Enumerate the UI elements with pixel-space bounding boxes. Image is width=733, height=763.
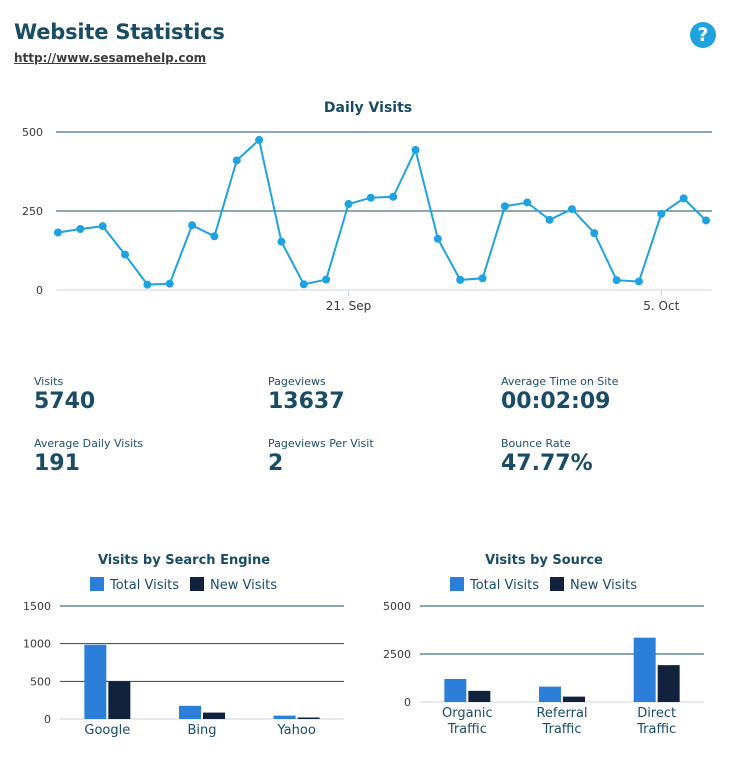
chart-title: Daily Visits xyxy=(324,100,412,116)
x-tick-label: 5. Oct xyxy=(643,299,679,313)
bar xyxy=(563,696,585,702)
legend-swatch xyxy=(550,577,564,591)
stat-avg-daily-value: 191 xyxy=(34,451,80,476)
data-point xyxy=(54,228,62,237)
bar xyxy=(657,665,680,702)
x-category-label: Google xyxy=(84,723,130,738)
data-point xyxy=(634,277,643,286)
bar xyxy=(179,705,201,719)
data-point xyxy=(143,280,152,289)
data-point xyxy=(657,209,666,218)
stat-pageviews: Pageviews 13637 xyxy=(268,375,345,414)
data-point xyxy=(344,200,353,209)
legend-label: New Visits xyxy=(570,578,637,593)
data-point xyxy=(188,221,197,230)
x-category-label: Yahoo xyxy=(277,723,316,738)
data-point xyxy=(299,280,308,289)
stat-pageviews-per-visit: Pageviews Per Visit 2 xyxy=(268,437,374,476)
stat-bounce-value: 47.77% xyxy=(501,451,593,476)
y-tick-label: 5000 xyxy=(383,600,411,613)
data-point xyxy=(76,225,85,234)
data-point xyxy=(567,205,576,214)
stat-avg-time-label: Average Time on Site xyxy=(501,375,619,388)
page-title: Website Statistics xyxy=(14,20,225,44)
x-tick-label: 21. Sep xyxy=(326,299,372,313)
help-icon[interactable]: ? xyxy=(690,22,716,48)
bar xyxy=(444,678,467,702)
stat-pageviews-value: 13637 xyxy=(268,389,345,414)
x-category-label: Traffic xyxy=(636,722,676,737)
data-point xyxy=(210,232,219,241)
bar xyxy=(108,681,131,719)
x-category-label: Referral xyxy=(536,706,587,721)
data-point xyxy=(121,250,130,259)
stat-pageviews-label: Pageviews xyxy=(268,375,326,388)
data-point xyxy=(545,215,554,224)
data-point xyxy=(366,193,375,202)
y-tick-label: 250 xyxy=(22,205,43,218)
bar xyxy=(273,715,296,719)
y-tick-label: 1000 xyxy=(23,638,51,651)
y-tick-label: 0 xyxy=(404,696,411,709)
data-point xyxy=(277,237,286,246)
data-point xyxy=(500,202,509,211)
bar xyxy=(468,690,491,702)
y-tick-label: 500 xyxy=(22,126,43,139)
data-point xyxy=(523,198,532,207)
stat-avg-time-value: 00:02:09 xyxy=(501,389,611,414)
data-point xyxy=(679,194,688,203)
bar xyxy=(203,712,225,719)
daily-visits-chart: Daily Visits 0 250 500 21. Sep 5. Oct xyxy=(22,100,712,313)
bar xyxy=(633,637,656,702)
x-category-label: Bing xyxy=(187,723,216,738)
data-point xyxy=(389,192,398,201)
stat-avg-time: Average Time on Site 00:02:09 xyxy=(501,375,618,414)
stat-visits-value: 5740 xyxy=(34,389,96,414)
stat-avg-daily-label: Average Daily Visits xyxy=(34,437,144,450)
legend-label: New Visits xyxy=(210,578,277,593)
x-category-label: Organic xyxy=(442,706,493,721)
chart-title: Visits by Search Engine xyxy=(98,553,270,568)
stat-ppv-value: 2 xyxy=(268,451,284,476)
y-tick-label: 500 xyxy=(30,675,51,688)
y-tick-label: 2500 xyxy=(383,648,411,661)
legend-swatch xyxy=(190,577,204,591)
x-category-label: Traffic xyxy=(541,722,581,737)
stat-ppv-label: Pageviews Per Visit xyxy=(268,437,374,450)
bar xyxy=(84,644,107,719)
data-point xyxy=(702,216,710,225)
x-category-label: Traffic xyxy=(447,722,487,737)
data-point xyxy=(255,135,264,144)
y-tick-label: 1500 xyxy=(23,600,51,613)
bar xyxy=(297,717,320,719)
y-tick-label: 0 xyxy=(36,284,43,297)
legend-swatch xyxy=(90,577,104,591)
legend-swatch xyxy=(450,577,464,591)
stat-avg-daily: Average Daily Visits 191 xyxy=(34,437,143,476)
legend-label: Total Visits xyxy=(109,578,179,593)
chart-title: Visits by Source xyxy=(485,553,603,568)
data-point xyxy=(456,275,465,284)
data-point xyxy=(612,276,621,285)
data-point xyxy=(433,234,442,243)
search-engine-chart: Visits by Search Engine Total Visits New V… xyxy=(23,553,344,738)
stat-visits-label: Visits xyxy=(34,375,64,388)
data-point xyxy=(98,222,107,231)
stat-visits: Visits 5740 xyxy=(34,375,95,414)
legend-label: Total Visits xyxy=(469,578,539,593)
data-point xyxy=(322,275,331,284)
data-point xyxy=(478,274,487,283)
data-point xyxy=(232,156,241,165)
data-point xyxy=(411,146,420,155)
bar xyxy=(539,686,561,702)
site-url-link[interactable]: http://www.sesamehelp.com xyxy=(14,51,207,65)
data-point xyxy=(165,279,174,288)
stat-bounce-label: Bounce Rate xyxy=(501,437,571,450)
x-category-label: Direct xyxy=(637,706,676,721)
y-tick-label: 0 xyxy=(44,713,51,726)
data-point xyxy=(590,229,599,238)
stat-bounce-rate: Bounce Rate 47.77% xyxy=(501,437,593,476)
